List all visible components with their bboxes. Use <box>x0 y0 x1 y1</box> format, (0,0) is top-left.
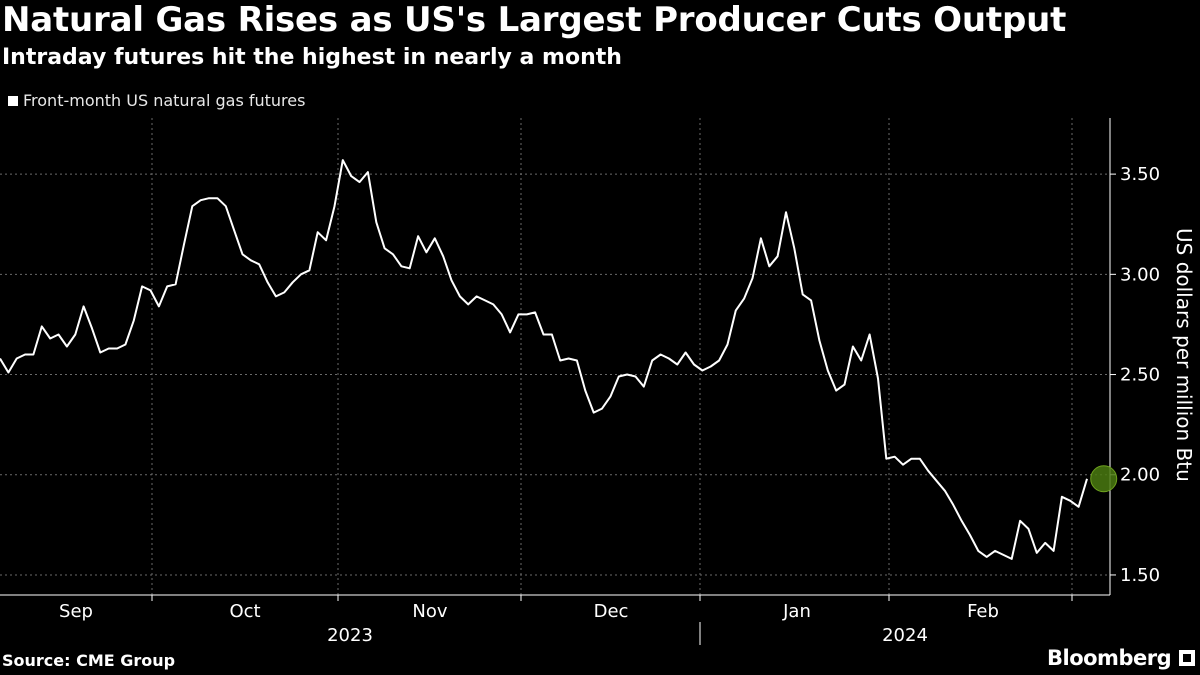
bloomberg-icon <box>1179 650 1196 666</box>
chart-subtitle: Intraday futures hit the highest in near… <box>2 45 622 70</box>
x-tick-label: Jan <box>782 601 811 622</box>
y-ticks: 1.50 2.00 2.50 3.00 3.50 <box>1110 164 1160 586</box>
x-year-label: 2024 <box>882 625 928 646</box>
x-tick-label: Feb <box>967 601 999 622</box>
y-tick-label: 2.00 <box>1120 465 1160 486</box>
x-tick-label: Oct <box>229 601 260 622</box>
source-note: Source: CME Group <box>2 651 176 670</box>
x-ticks: Sep Oct Nov Dec Jan Feb 2023 2024 <box>59 595 1073 646</box>
latest-value-marker <box>1090 465 1118 493</box>
y-tick-label: 3.50 <box>1120 164 1160 185</box>
y-tick-label: 1.50 <box>1120 565 1160 586</box>
x-tick-label: Sep <box>59 601 93 622</box>
series-line <box>0 159 1088 560</box>
y-tick-label: 3.00 <box>1120 264 1160 285</box>
legend-swatch <box>8 95 18 106</box>
gridlines <box>0 118 1110 595</box>
x-tick-label: Dec <box>594 601 629 622</box>
x-year-label: 2023 <box>327 625 373 646</box>
y-tick-label: 2.50 <box>1120 365 1160 386</box>
legend-label: Front-month US natural gas futures <box>23 91 306 110</box>
x-tick-label: Nov <box>412 601 447 622</box>
chart-title: Natural Gas Rises as US's Largest Produc… <box>2 0 1067 40</box>
chart-legend: Front-month US natural gas futures <box>8 91 305 110</box>
brand-name: Bloomberg <box>1047 646 1172 670</box>
axes <box>0 118 1111 596</box>
y-axis-label: US dollars per million Btu <box>1172 228 1196 482</box>
brand-logo: Bloomberg <box>1047 646 1196 670</box>
